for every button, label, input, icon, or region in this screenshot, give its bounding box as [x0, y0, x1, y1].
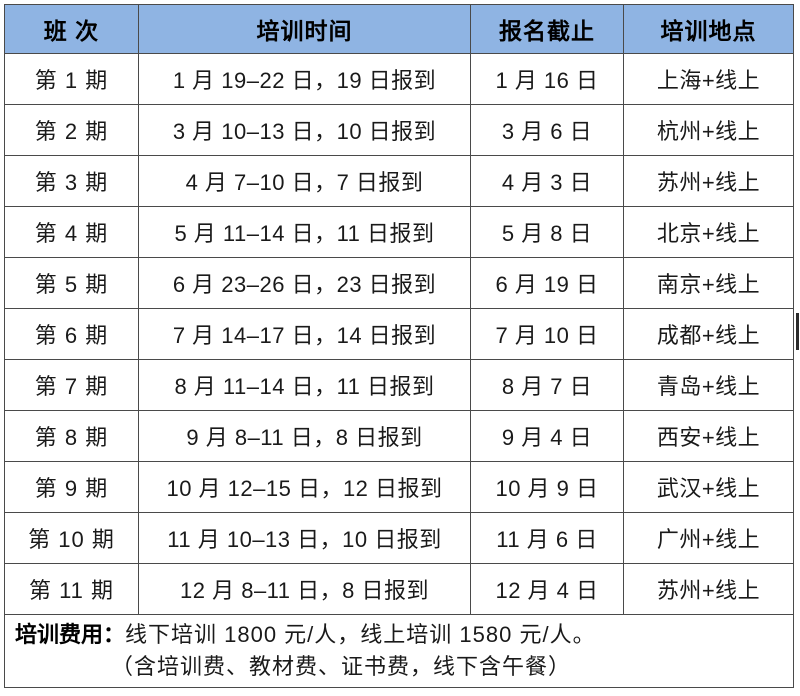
cell-term: 第 4 期 [4, 206, 139, 258]
cell-time: 11 月 10–13 日，10 日报到 [138, 512, 471, 564]
cell-place: 青岛+线上 [623, 359, 794, 411]
cell-time: 10 月 12–15 日，12 日报到 [138, 461, 471, 513]
cell-place: 北京+线上 [623, 206, 794, 258]
fee-note-inner: 培训费用：线下培训 1800 元/人，线上培训 1580 元/人。 （含培训费、… [5, 615, 793, 687]
cell-deadline: 9 月 4 日 [470, 410, 624, 462]
cell-term: 第 10 期 [4, 512, 139, 564]
cell-term: 第 1 期 [4, 53, 139, 105]
cell-place: 南京+线上 [623, 257, 794, 309]
cell-time: 6 月 23–26 日，23 日报到 [138, 257, 471, 309]
table-row: 第 3 期 4 月 7–10 日，7 日报到 4 月 3 日 苏州+线上 [4, 155, 794, 207]
table-row: 第 4 期 5 月 11–14 日，11 日报到 5 月 8 日 北京+线上 [4, 206, 794, 258]
column-header-term: 班 次 [4, 4, 139, 54]
cell-time: 9 月 8–11 日，8 日报到 [138, 410, 471, 462]
cell-deadline: 8 月 7 日 [470, 359, 624, 411]
cell-deadline: 6 月 19 日 [470, 257, 624, 309]
header-row: 班 次 培训时间 报名截止 培训地点 [4, 4, 794, 54]
column-header-time: 培训时间 [138, 4, 471, 54]
fee-row: 培训费用：线下培训 1800 元/人，线上培训 1580 元/人。 （含培训费、… [4, 614, 794, 688]
table-row: 第 10 期 11 月 10–13 日，10 日报到 11 月 6 日 广州+线… [4, 512, 794, 564]
column-header-deadline: 报名截止 [470, 4, 624, 54]
fee-amounts: 线下培训 1800 元/人，线上培训 1580 元/人。 [125, 622, 596, 647]
cell-deadline: 3 月 6 日 [470, 104, 624, 156]
cell-place: 上海+线上 [623, 53, 794, 105]
table-row: 第 2 期 3 月 10–13 日，10 日报到 3 月 6 日 杭州+线上 [4, 104, 794, 156]
fee-note-line-1: 培训费用：线下培训 1800 元/人，线上培训 1580 元/人。 [15, 619, 787, 651]
training-fee-note: 培训费用：线下培训 1800 元/人，线上培训 1580 元/人。 （含培训费、… [4, 614, 794, 688]
training-schedule-table: 班 次 培训时间 报名截止 培训地点 第 1 期 1 月 19–22 日，19 … [4, 4, 794, 688]
table-row: 第 6 期 7 月 14–17 日，14 日报到 7 月 10 日 成都+线上 [4, 308, 794, 360]
cell-deadline: 12 月 4 日 [470, 563, 624, 615]
cell-place: 苏州+线上 [623, 563, 794, 615]
table-row: 第 5 期 6 月 23–26 日，23 日报到 6 月 19 日 南京+线上 [4, 257, 794, 309]
fee-label: 培训费用： [15, 622, 126, 647]
table-body: 第 1 期 1 月 19–22 日，19 日报到 1 月 16 日 上海+线上 … [4, 53, 794, 688]
cell-deadline: 5 月 8 日 [470, 206, 624, 258]
edge-artifact-mark [796, 313, 799, 350]
cell-place: 西安+线上 [623, 410, 794, 462]
cell-place: 武汉+线上 [623, 461, 794, 513]
cell-term: 第 8 期 [4, 410, 139, 462]
training-schedule-container: 班 次 培训时间 报名截止 培训地点 第 1 期 1 月 19–22 日，19 … [4, 4, 794, 688]
cell-deadline: 1 月 16 日 [470, 53, 624, 105]
cell-place: 成都+线上 [623, 308, 794, 360]
table-row: 第 8 期 9 月 8–11 日，8 日报到 9 月 4 日 西安+线上 [4, 410, 794, 462]
cell-term: 第 3 期 [4, 155, 139, 207]
cell-term: 第 7 期 [4, 359, 139, 411]
cell-place: 杭州+线上 [623, 104, 794, 156]
cell-deadline: 10 月 9 日 [470, 461, 624, 513]
cell-time: 7 月 14–17 日，14 日报到 [138, 308, 471, 360]
cell-term: 第 9 期 [4, 461, 139, 513]
cell-time: 12 月 8–11 日，8 日报到 [138, 563, 471, 615]
table-header: 班 次 培训时间 报名截止 培训地点 [4, 4, 794, 54]
table-row: 第 7 期 8 月 11–14 日，11 日报到 8 月 7 日 青岛+线上 [4, 359, 794, 411]
cell-time: 4 月 7–10 日，7 日报到 [138, 155, 471, 207]
cell-term: 第 6 期 [4, 308, 139, 360]
cell-term: 第 5 期 [4, 257, 139, 309]
column-header-place: 培训地点 [623, 4, 794, 54]
cell-deadline: 11 月 6 日 [470, 512, 624, 564]
fee-note-line-2: （含培训费、教材费、证书费，线下含午餐） [110, 653, 571, 679]
cell-term: 第 11 期 [4, 563, 139, 615]
cell-time: 8 月 11–14 日，11 日报到 [138, 359, 471, 411]
cell-deadline: 7 月 10 日 [470, 308, 624, 360]
table-row: 第 9 期 10 月 12–15 日，12 日报到 10 月 9 日 武汉+线上 [4, 461, 794, 513]
cell-place: 苏州+线上 [623, 155, 794, 207]
cell-time: 5 月 11–14 日，11 日报到 [138, 206, 471, 258]
cell-place: 广州+线上 [623, 512, 794, 564]
cell-term: 第 2 期 [4, 104, 139, 156]
table-row: 第 1 期 1 月 19–22 日，19 日报到 1 月 16 日 上海+线上 [4, 53, 794, 105]
table-row: 第 11 期 12 月 8–11 日，8 日报到 12 月 4 日 苏州+线上 [4, 563, 794, 615]
cell-deadline: 4 月 3 日 [470, 155, 624, 207]
cell-time: 3 月 10–13 日，10 日报到 [138, 104, 471, 156]
cell-time: 1 月 19–22 日，19 日报到 [138, 53, 471, 105]
